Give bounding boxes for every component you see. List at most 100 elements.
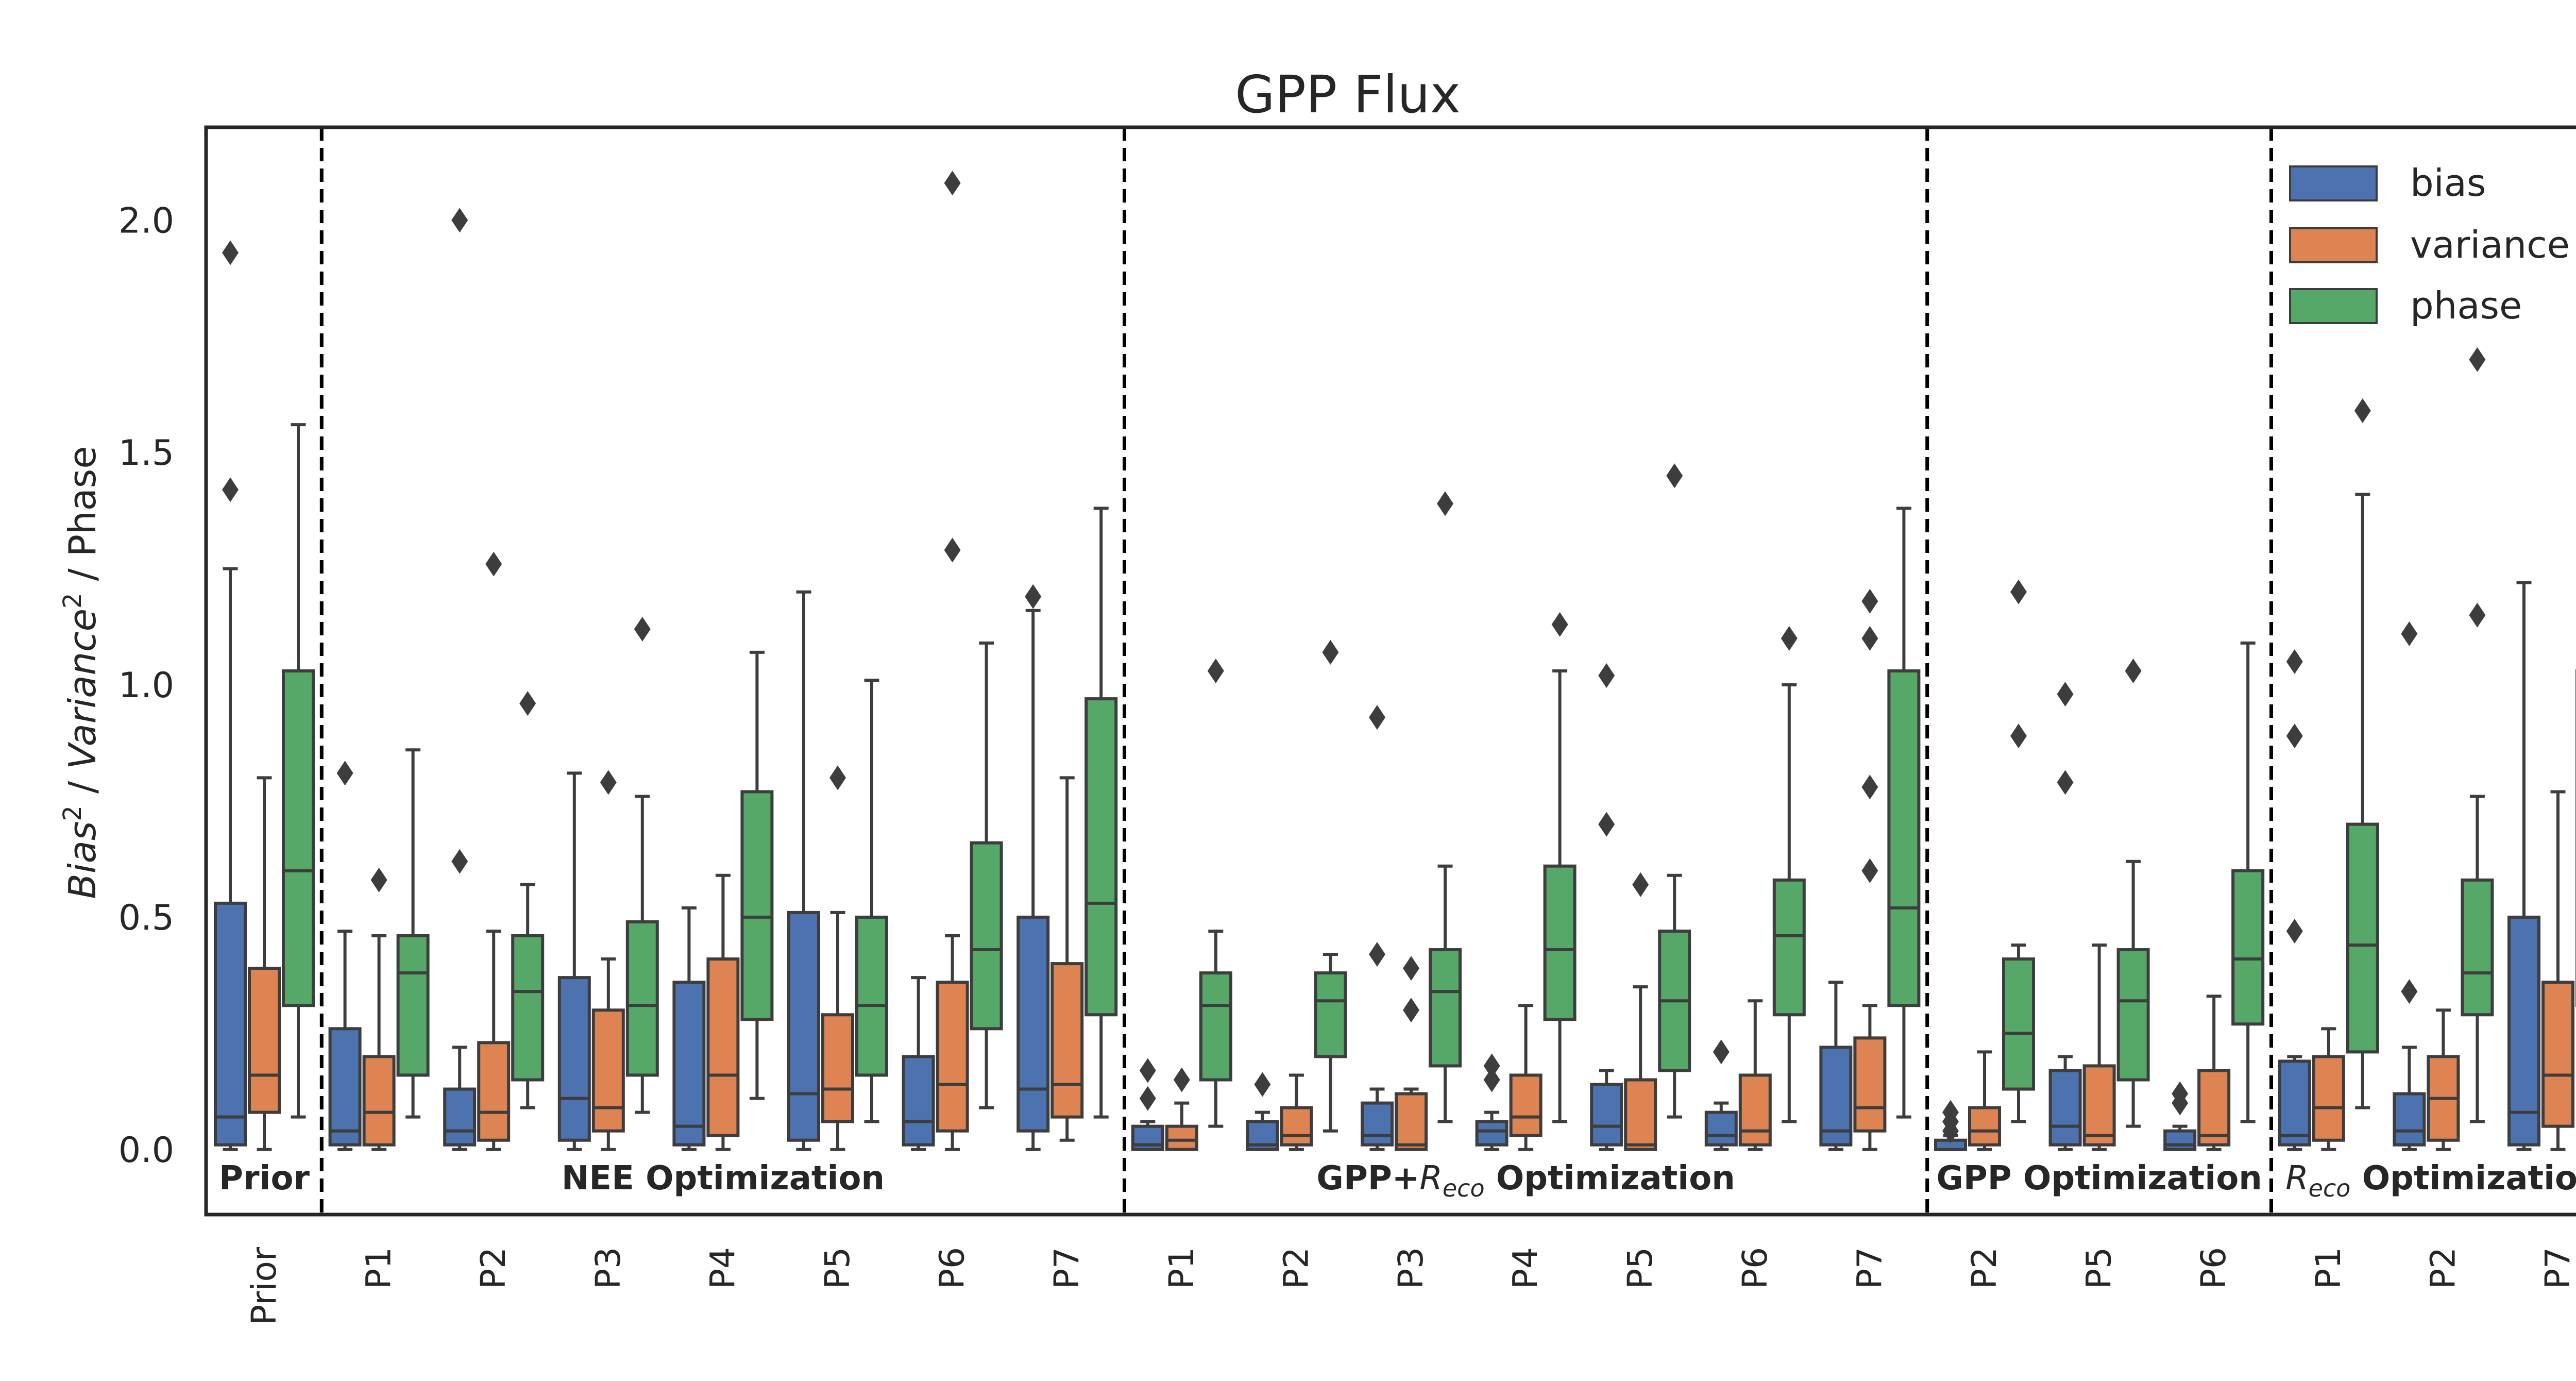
- box-bias-p2: [443, 208, 477, 1151]
- y-axis-label: Bias2 / Variance2 / Phase: [58, 446, 104, 899]
- box-iqr: [1543, 864, 1577, 1021]
- outlier-point: [1942, 1100, 1959, 1125]
- box-iqr: [1772, 878, 1806, 1017]
- box-iqr: [511, 934, 545, 1082]
- box-iqr: [1314, 971, 1347, 1058]
- box-iqr: [396, 934, 430, 1077]
- group-label-nee: NEE Optimization: [562, 1159, 885, 1198]
- box-iqr: [2507, 915, 2540, 1147]
- x-tick-label: P7: [2538, 1247, 2576, 1289]
- box-iqr: [1429, 948, 1462, 1068]
- box-variance-p2: [477, 551, 511, 1151]
- outlier-point: [2401, 621, 2418, 646]
- box-variance-p3: [591, 770, 625, 1151]
- outlier-point: [519, 691, 536, 716]
- box-variance-p4: [1509, 1004, 1543, 1151]
- outlier-point: [222, 477, 239, 502]
- legend: bias variance phase: [2289, 161, 2570, 327]
- chart-title: GPP Flux: [1235, 64, 1461, 125]
- box-bias-p2: [2393, 621, 2426, 1151]
- group-label-suffix: Optimization: [1485, 1159, 1735, 1198]
- box-iqr: [1280, 1106, 1313, 1147]
- x-tick-label: P3: [1391, 1247, 1431, 1289]
- box-iqr: [625, 920, 659, 1077]
- box-variance-p1: [2312, 1027, 2345, 1151]
- legend-label-bias: bias: [2410, 161, 2486, 205]
- group-label-suffix: Optimization: [2350, 1159, 2576, 1198]
- box-iqr: [2197, 1069, 2231, 1147]
- outlier-point: [336, 761, 353, 786]
- box-iqr: [1361, 1101, 1394, 1147]
- box-iqr: [787, 911, 820, 1142]
- box-series: [214, 171, 2576, 1151]
- box-iqr: [1704, 1110, 1738, 1147]
- box-iqr: [2393, 1092, 2426, 1147]
- box-iqr: [740, 790, 774, 1021]
- box-iqr: [557, 976, 591, 1142]
- x-tick-label: P7: [1047, 1247, 1087, 1289]
- x-tick-label: Prior: [244, 1247, 284, 1325]
- box-iqr: [2231, 869, 2265, 1026]
- box-phase-p2: [1314, 639, 1347, 1133]
- box-phase-p6: [2231, 641, 2265, 1123]
- box-variance-p7: [1050, 776, 1084, 1142]
- box-phase-p2: [2461, 347, 2494, 1123]
- box-variance-p1: [362, 867, 396, 1151]
- outlier-point: [451, 208, 468, 233]
- ylabel-phase: / Phase: [61, 446, 104, 593]
- box-iqr: [970, 841, 1003, 1031]
- box-iqr: [328, 1027, 362, 1147]
- group-labels: Prior NEE Optimization GPP+Reco Optimizati…: [219, 1159, 2576, 1202]
- box-bias-p1: [1131, 1058, 1164, 1151]
- box-bias-prior: [214, 240, 247, 1151]
- outlier-point: [1713, 1039, 1730, 1065]
- outlier-point: [1632, 872, 1649, 897]
- y-tick-label: 0.0: [118, 1130, 174, 1171]
- outlier-point: [829, 765, 846, 790]
- box-bias-p6: [1704, 1039, 1738, 1151]
- y-tick-label: 1.5: [118, 433, 174, 474]
- outlier-point: [1861, 774, 1878, 800]
- box-bias-p4: [672, 906, 706, 1151]
- x-tick-label: P1: [2309, 1247, 2348, 1289]
- box-bias-p7: [2507, 581, 2540, 1151]
- box-phase-p2: [2002, 579, 2035, 1123]
- box-variance-p2: [2427, 1008, 2460, 1151]
- group-label-subscript: eco: [2309, 1174, 2351, 1202]
- outlier-point: [1139, 1058, 1156, 1083]
- group-label-gpp: GPP Optimization: [1936, 1159, 2262, 1198]
- outlier-point: [1322, 639, 1339, 665]
- box-iqr: [2346, 822, 2379, 1054]
- outlier-point: [1551, 612, 1568, 637]
- outlier-point: [2469, 602, 2486, 628]
- x-tick-label: P7: [1850, 1247, 1889, 1289]
- y-axis-ticks: 0.0 0.5 1.0 1.5 2.0: [118, 200, 174, 1170]
- box-bias-p1: [2278, 649, 2311, 1151]
- x-tick-label: P2: [2423, 1247, 2463, 1289]
- box-variance-prior: [248, 776, 281, 1151]
- box-iqr: [2541, 981, 2574, 1128]
- box-variance-p1: [1165, 1067, 1198, 1151]
- y-tick-label: 0.5: [118, 898, 174, 938]
- box-iqr: [2048, 1069, 2082, 1147]
- group-label-prefix: GPP+: [1316, 1159, 1419, 1198]
- y-tick-label: 1.0: [118, 665, 174, 706]
- x-tick-label: P2: [1276, 1247, 1316, 1289]
- box-iqr: [1738, 1073, 1772, 1147]
- box-iqr: [1395, 1092, 1428, 1151]
- box-variance-p7: [1853, 588, 1887, 1151]
- box-variance-p6: [1738, 999, 1772, 1151]
- outlier-point: [1598, 812, 1615, 837]
- outlier-point: [370, 867, 387, 892]
- box-bias-p7: [1016, 584, 1050, 1151]
- box-variance-p3: [1395, 956, 1428, 1151]
- box-iqr: [821, 1013, 854, 1123]
- outlier-point: [1403, 998, 1419, 1023]
- box-phase-p7: [1084, 507, 1118, 1119]
- box-variance-p5: [1624, 872, 1657, 1151]
- box-phase-p7: [1887, 507, 1921, 1119]
- outlier-point: [1861, 858, 1878, 883]
- box-iqr: [1475, 1120, 1509, 1147]
- outlier-point: [2010, 579, 2027, 604]
